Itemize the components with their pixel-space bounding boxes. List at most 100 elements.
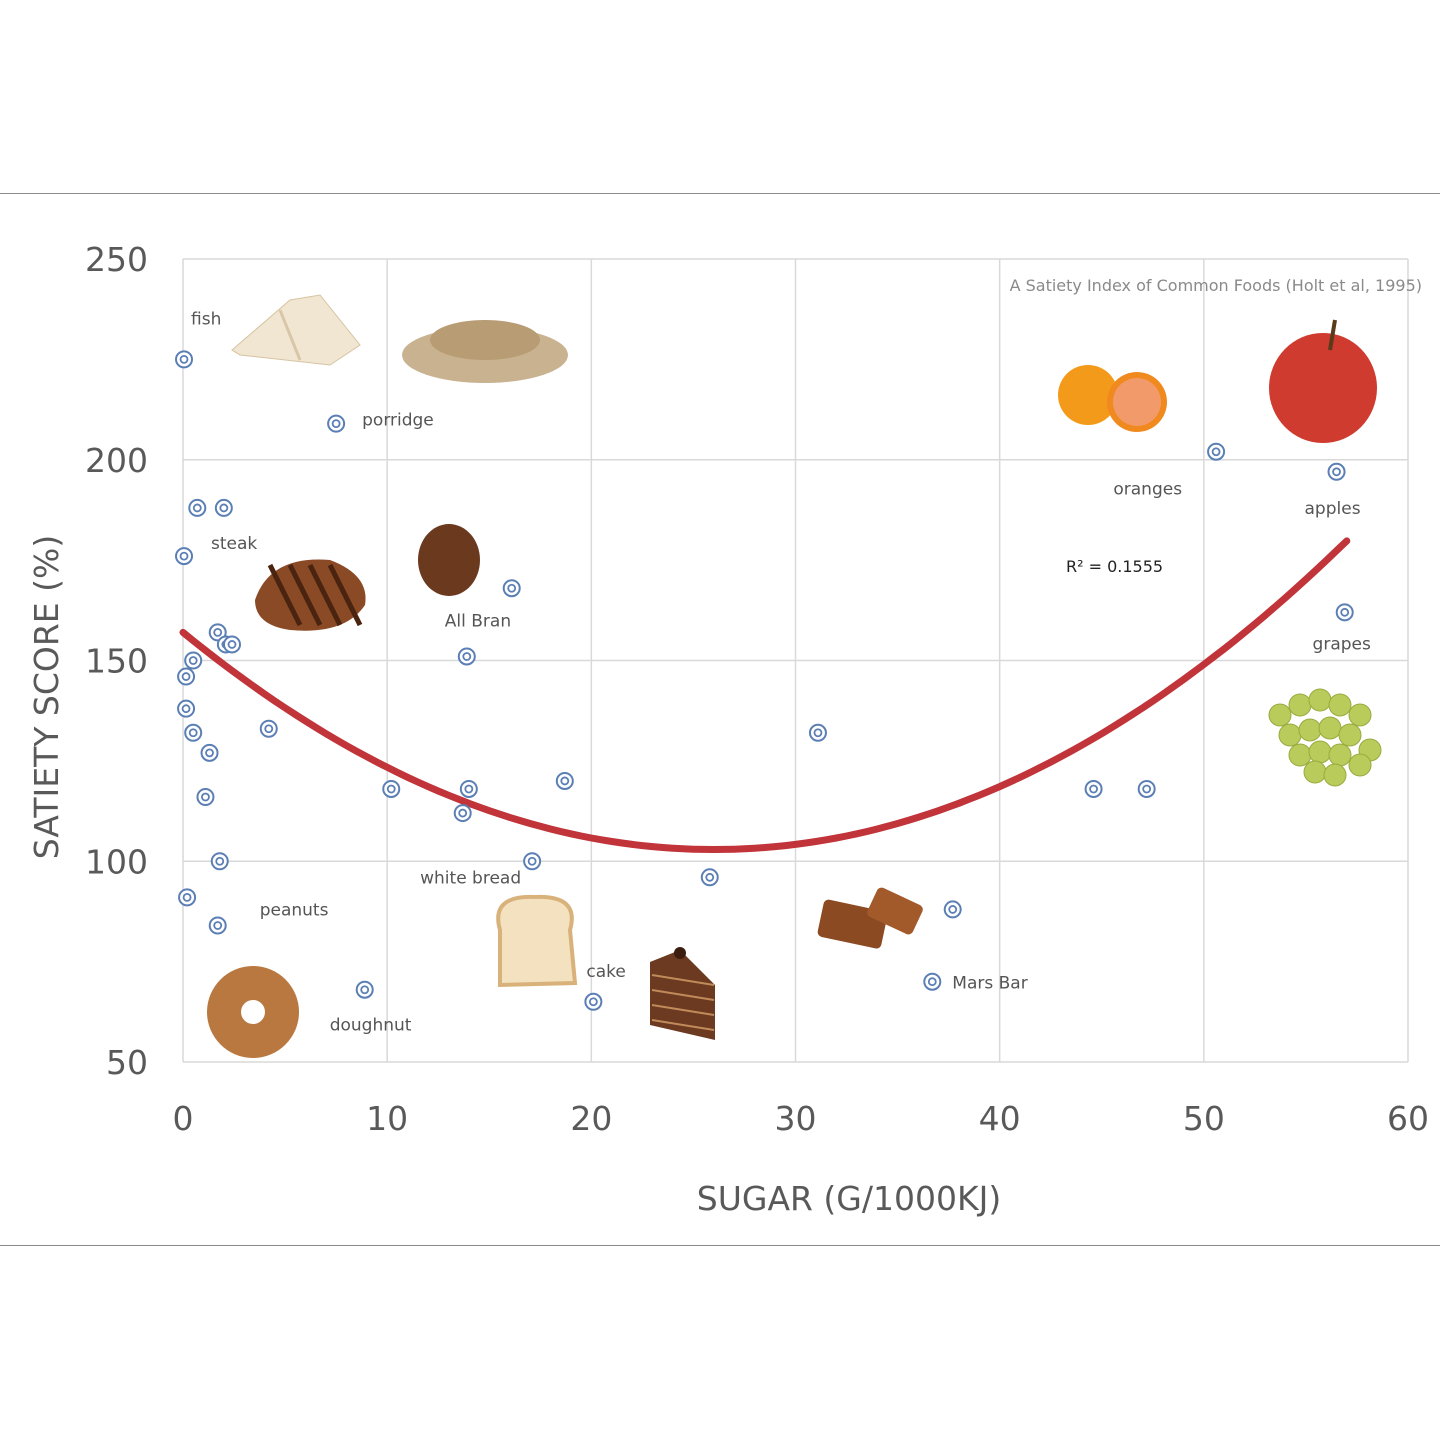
point-marker bbox=[200, 743, 219, 762]
r-squared-label: R² = 0.1555 bbox=[1066, 557, 1163, 576]
data-point: porridge bbox=[327, 411, 434, 433]
point-label: grapes bbox=[1313, 634, 1371, 654]
point-marker bbox=[210, 852, 229, 871]
data-point bbox=[223, 635, 241, 654]
y-tick-label: 100 bbox=[85, 842, 148, 881]
x-tick-label: 0 bbox=[173, 1099, 194, 1138]
point-marker-inner bbox=[179, 354, 189, 364]
data-point bbox=[808, 723, 827, 742]
point-marker-inner bbox=[948, 905, 958, 914]
point-label: white bread bbox=[420, 868, 521, 888]
y-tick-label: 250 bbox=[85, 240, 148, 279]
point-label: oranges bbox=[1113, 480, 1182, 500]
data-point: apples bbox=[1305, 462, 1361, 519]
allbran-picture bbox=[418, 524, 480, 596]
point-marker bbox=[584, 992, 603, 1011]
data-point: fish bbox=[175, 309, 221, 369]
point-marker bbox=[1084, 779, 1103, 798]
data-point bbox=[177, 699, 196, 718]
point-marker-inner bbox=[213, 921, 223, 930]
point-marker bbox=[327, 414, 346, 433]
data-point: cake bbox=[584, 962, 626, 1011]
tick-labels: 0 10 20 30 40 50 60 50 100 150 200 250 bbox=[85, 240, 1429, 1138]
point-marker bbox=[382, 779, 401, 798]
data-points: fish porridge steak All Bran white bread pean… bbox=[175, 309, 1371, 1036]
doughnut-picture bbox=[207, 966, 299, 1058]
point-marker-inner bbox=[192, 503, 202, 513]
data-point: peanuts bbox=[208, 900, 329, 935]
data-point: grapes bbox=[1313, 603, 1371, 654]
gridlines bbox=[182, 258, 1409, 1063]
point-marker-inner bbox=[205, 748, 214, 758]
point-marker-inner bbox=[705, 872, 715, 882]
point-marker-inner bbox=[588, 997, 598, 1007]
data-point bbox=[184, 651, 203, 670]
point-marker bbox=[259, 719, 278, 738]
x-tick-label: 40 bbox=[979, 1099, 1021, 1138]
point-marker bbox=[808, 723, 827, 742]
point-marker-inner bbox=[213, 627, 223, 637]
data-point bbox=[188, 498, 207, 517]
data-point: steak bbox=[175, 534, 257, 566]
porridge-picture bbox=[402, 320, 568, 383]
point-label: steak bbox=[211, 534, 257, 554]
point-marker bbox=[700, 868, 719, 887]
point-marker-inner bbox=[227, 640, 237, 649]
point-marker-inner bbox=[264, 724, 274, 734]
data-point bbox=[502, 579, 521, 598]
point-label: Mars Bar bbox=[952, 974, 1027, 994]
data-point bbox=[200, 743, 219, 762]
point-marker-inner bbox=[188, 656, 198, 665]
data-point bbox=[210, 852, 229, 871]
point-marker bbox=[1327, 462, 1346, 481]
oranges-picture bbox=[1058, 365, 1167, 432]
point-marker bbox=[1137, 779, 1156, 798]
point-marker bbox=[223, 635, 241, 654]
y-tick-label: 50 bbox=[106, 1043, 148, 1082]
y-tick-label: 200 bbox=[85, 441, 148, 480]
data-point bbox=[214, 498, 233, 517]
point-marker bbox=[178, 888, 197, 907]
data-point bbox=[177, 667, 196, 686]
data-point bbox=[700, 868, 719, 887]
data-point: doughnut bbox=[330, 980, 412, 1036]
point-marker-inner bbox=[360, 985, 370, 995]
point-marker bbox=[184, 723, 203, 742]
point-marker-inner bbox=[927, 977, 937, 987]
point-marker-inner bbox=[181, 672, 191, 681]
data-point bbox=[184, 723, 203, 742]
data-point bbox=[382, 779, 401, 798]
point-marker bbox=[923, 972, 942, 991]
data-point: Mars Bar bbox=[923, 972, 1028, 994]
data-point bbox=[178, 888, 197, 907]
x-tick-label: 50 bbox=[1183, 1099, 1225, 1138]
y-tick-label: 150 bbox=[85, 642, 148, 681]
point-marker-inner bbox=[507, 583, 517, 593]
point-marker bbox=[1335, 603, 1354, 622]
y-axis-title: SATIETY SCORE (%) bbox=[27, 535, 66, 859]
point-marker-inner bbox=[527, 856, 537, 866]
steak-picture bbox=[255, 559, 366, 631]
point-marker-inner bbox=[1340, 607, 1350, 617]
point-marker bbox=[208, 623, 227, 642]
point-marker bbox=[459, 779, 478, 798]
x-axis-title: SUGAR (G/1000KJ) bbox=[697, 1179, 1001, 1218]
point-label: fish bbox=[191, 309, 221, 329]
data-point bbox=[259, 719, 278, 738]
point-marker bbox=[188, 498, 207, 517]
point-marker-inner bbox=[813, 728, 823, 738]
point-marker-inner bbox=[560, 776, 570, 786]
point-marker bbox=[184, 651, 203, 670]
point-marker bbox=[502, 579, 521, 598]
marsbar-picture bbox=[817, 887, 923, 949]
point-marker-inner bbox=[181, 704, 191, 714]
point-marker-inner bbox=[462, 652, 472, 661]
data-point: oranges bbox=[1113, 442, 1226, 500]
point-marker bbox=[457, 647, 476, 666]
point-label: doughnut bbox=[330, 1016, 412, 1036]
point-marker bbox=[1207, 442, 1226, 461]
fish-picture bbox=[231, 294, 361, 366]
bread-picture bbox=[496, 894, 578, 988]
point-marker-inner bbox=[1089, 784, 1098, 794]
